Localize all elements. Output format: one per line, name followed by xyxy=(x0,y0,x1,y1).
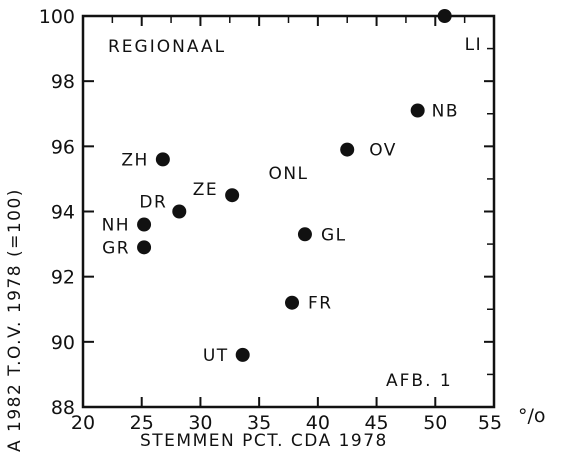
point-label-dr: DR xyxy=(139,193,167,213)
data-point-gl xyxy=(297,227,312,242)
x-tick-label: 55 xyxy=(478,412,502,434)
y-tick-label: 96 xyxy=(51,136,75,158)
x-tick-label: 30 xyxy=(188,412,212,434)
point-label-nb: NB xyxy=(432,101,459,121)
y-tick-label: 98 xyxy=(51,71,75,93)
point-label-ze: ZE xyxy=(193,180,218,200)
data-point-ut xyxy=(235,347,250,362)
data-point-gr xyxy=(137,240,152,255)
point-label-nh: NH xyxy=(102,216,131,236)
point-label-ov: OV xyxy=(369,141,397,161)
data-points: LI NB OV ZH ZE DR NH GL GR FR UT ONL xyxy=(102,9,483,366)
point-label-gl: GL xyxy=(321,225,347,245)
data-point-fr xyxy=(285,295,300,310)
x-axis-unit: °/o xyxy=(518,405,546,427)
x-tick-label: 25 xyxy=(130,412,154,434)
data-point-zh xyxy=(155,152,170,167)
figure-annotation: AFB. 1 xyxy=(386,371,453,391)
x-tick-label: 40 xyxy=(306,412,330,434)
point-label-li: LI xyxy=(465,35,483,55)
point-label-fr: FR xyxy=(308,294,333,314)
x-tick-label: 45 xyxy=(364,412,388,434)
x-tick-label: 35 xyxy=(247,412,271,434)
x-tick-label: 20 xyxy=(71,412,95,434)
data-point-li xyxy=(437,9,452,23)
point-label-zh: ZH xyxy=(121,150,148,170)
point-label-ut: UT xyxy=(203,346,229,366)
y-tick-label: 90 xyxy=(51,332,75,354)
x-tick-label: 50 xyxy=(423,412,447,434)
y-tick-label: 100 xyxy=(39,6,75,28)
annotation-onl: ONL xyxy=(268,164,308,184)
y-tick-label: 94 xyxy=(51,202,75,224)
y-tick-label: 92 xyxy=(51,267,75,289)
x-axis-label: STEMMEN PCT. CDA 1978 xyxy=(140,431,388,451)
point-label-gr: GR xyxy=(102,238,130,258)
data-point-nb xyxy=(410,103,425,118)
data-point-ze xyxy=(225,188,240,203)
ticks: 20 25 30 35 40 45 50 55 88 90 92 94 96 98 100 xyxy=(39,6,502,434)
y-tick-label: 88 xyxy=(51,397,75,419)
chart-title: REGIONAAL xyxy=(108,37,226,57)
y-axis-label: A 1982 T.O.V. 1978 (=100) xyxy=(5,188,25,452)
data-point-dr xyxy=(172,204,187,219)
data-point-nh xyxy=(137,217,152,232)
data-point-ov xyxy=(340,142,355,157)
